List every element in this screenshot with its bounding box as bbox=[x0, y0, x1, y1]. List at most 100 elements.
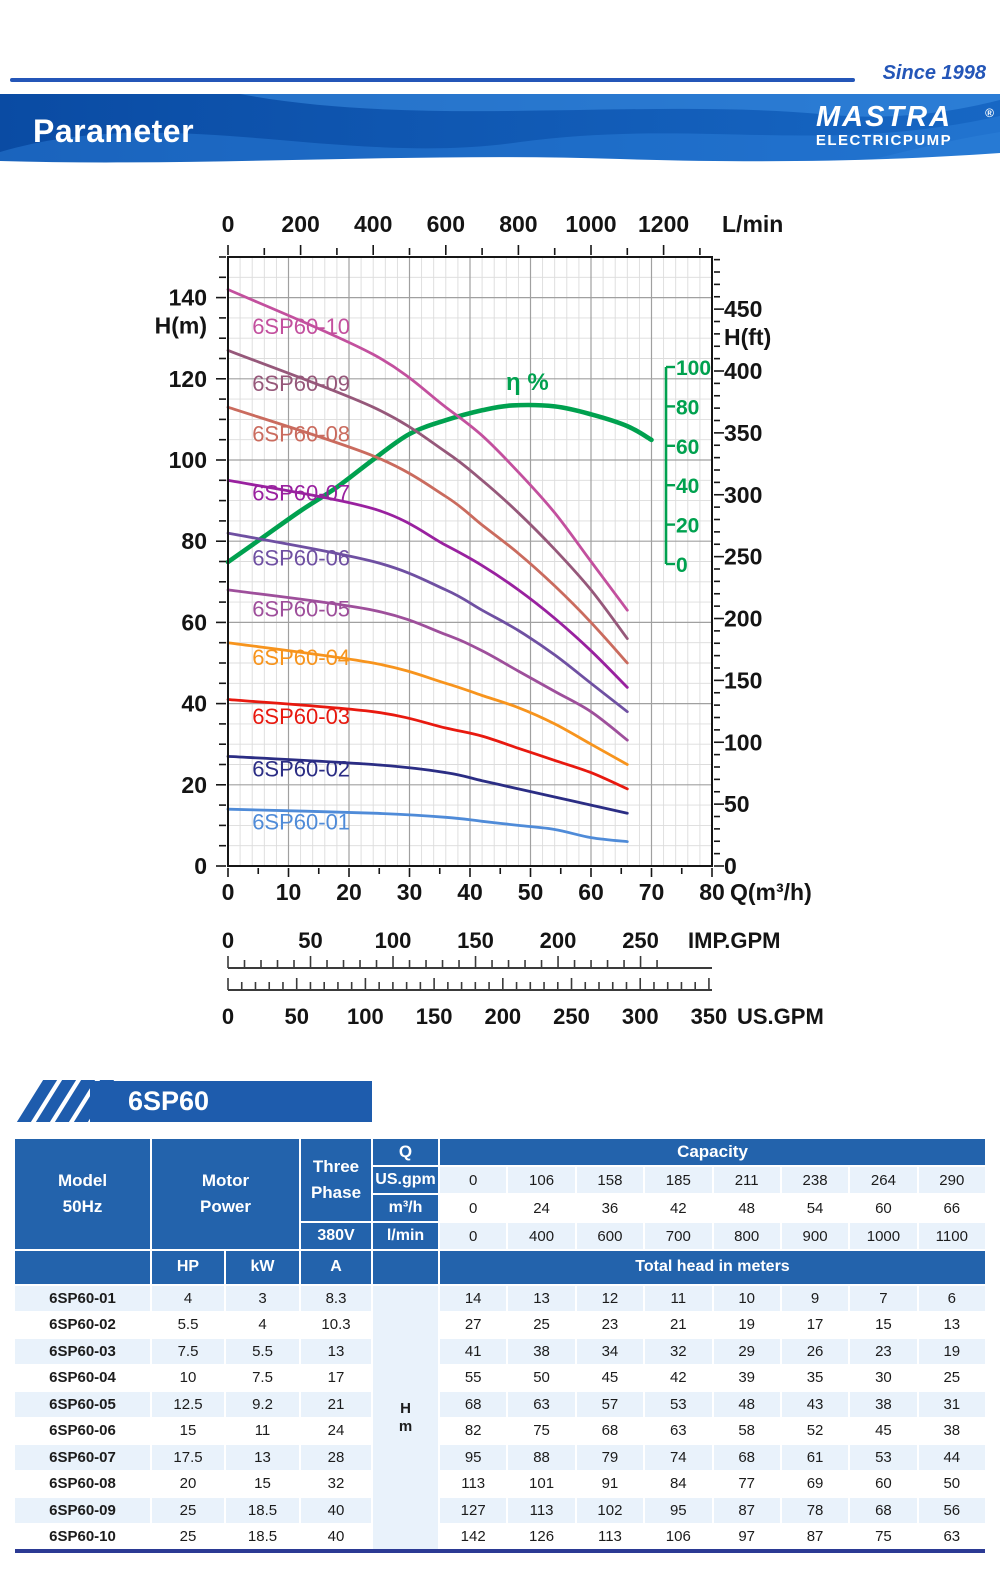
head-cell: 48 bbox=[713, 1392, 780, 1417]
head-cell: 95 bbox=[645, 1498, 712, 1523]
col-header-q: Q bbox=[373, 1139, 438, 1165]
col-header-motor-power: Motor Power bbox=[152, 1139, 299, 1249]
capacity-m3h-value: 0 bbox=[440, 1195, 507, 1221]
bottom-tick-label: 50 bbox=[518, 879, 544, 905]
imp-gpm-tick-label: 0 bbox=[222, 928, 234, 953]
head-cell: 50 bbox=[918, 1471, 985, 1496]
curve-label: 6SP60-06 bbox=[252, 546, 350, 571]
top-tick-label: 1200 bbox=[638, 211, 689, 237]
head-cell: 60 bbox=[850, 1471, 917, 1496]
head-cell: 38 bbox=[508, 1339, 575, 1364]
hp-cell: 20 bbox=[152, 1471, 224, 1496]
head-cell: 55 bbox=[440, 1365, 507, 1390]
head-cell: 15 bbox=[850, 1312, 917, 1337]
efficiency-tick-label: 0 bbox=[676, 554, 688, 577]
head-cell: 57 bbox=[576, 1392, 644, 1417]
model-cell: 6SP60-03 bbox=[15, 1339, 150, 1364]
head-cell: 43 bbox=[781, 1392, 849, 1417]
curve-label: 6SP60-10 bbox=[252, 314, 350, 339]
col-header-three-phase: Three Phase bbox=[301, 1139, 371, 1221]
top-tick-label: 1000 bbox=[565, 211, 616, 237]
head-cell: 142 bbox=[440, 1524, 507, 1549]
since-text: Since 1998 bbox=[882, 62, 986, 84]
capacity-m3h-value: 54 bbox=[781, 1195, 849, 1221]
head-cell: 38 bbox=[918, 1418, 985, 1443]
capacity-m3h-value: 66 bbox=[918, 1195, 985, 1221]
head-cell: 7 bbox=[850, 1286, 917, 1311]
plot-border bbox=[227, 256, 713, 867]
hp-cell: 7.5 bbox=[152, 1339, 224, 1364]
top-tick-label: 800 bbox=[499, 211, 537, 237]
head-cell: 41 bbox=[440, 1339, 507, 1364]
left-tick-label: 80 bbox=[181, 528, 207, 554]
brand-wordmark: MASTRA ® bbox=[784, 102, 994, 132]
capacity-usgpm-value: 158 bbox=[576, 1167, 644, 1193]
head-cell: 39 bbox=[713, 1365, 780, 1390]
head-cell: 82 bbox=[440, 1418, 507, 1443]
head-cell: 113 bbox=[576, 1524, 644, 1549]
registered-mark-icon: ® bbox=[985, 106, 996, 120]
header-divider-line bbox=[10, 78, 855, 82]
us-gpm-tick-label: 150 bbox=[416, 1004, 453, 1029]
kw-cell: 7.5 bbox=[226, 1365, 299, 1390]
head-cell: 126 bbox=[508, 1524, 575, 1549]
efficiency-tick-label: 80 bbox=[676, 396, 699, 419]
pump-curve-6SP60-09 bbox=[226, 349, 629, 640]
model-cell: 6SP60-07 bbox=[15, 1445, 150, 1470]
head-cell: 87 bbox=[713, 1498, 780, 1523]
head-cell: 97 bbox=[713, 1524, 780, 1549]
bottom-tick-label: 30 bbox=[397, 879, 423, 905]
head-cell: 68 bbox=[850, 1498, 917, 1523]
right-tick-label: 450 bbox=[724, 296, 762, 322]
efficiency-tick-label: 20 bbox=[676, 515, 699, 538]
hp-cell: 10 bbox=[152, 1365, 224, 1390]
head-cell: 102 bbox=[576, 1498, 644, 1523]
bottom-tick-label: 10 bbox=[276, 879, 302, 905]
head-cell: 63 bbox=[918, 1524, 985, 1549]
head-cell: 58 bbox=[713, 1418, 780, 1443]
pump-curve-6SP60-08 bbox=[226, 405, 629, 665]
unit-label-lmin: l/min bbox=[373, 1223, 438, 1249]
head-cell: 63 bbox=[645, 1418, 712, 1443]
left-axis-title: H(m) bbox=[155, 313, 207, 339]
header-spacer bbox=[15, 1251, 150, 1284]
unit-label-usgpm: US.gpm bbox=[373, 1167, 438, 1193]
head-cell: 19 bbox=[713, 1312, 780, 1337]
imp-gpm-tick-label: 250 bbox=[622, 928, 659, 953]
curve-label: 6SP60-01 bbox=[252, 809, 350, 834]
head-cell: 53 bbox=[850, 1445, 917, 1470]
header-spacer bbox=[373, 1251, 438, 1284]
kw-cell: 15 bbox=[226, 1471, 299, 1496]
curve-label: 6SP60-07 bbox=[252, 481, 350, 506]
head-cell: 84 bbox=[645, 1471, 712, 1496]
right-tick-label: 50 bbox=[724, 791, 750, 817]
head-cell: 63 bbox=[508, 1392, 575, 1417]
bottom-tick-label: 40 bbox=[457, 879, 483, 905]
pump-curve-6SP60-06 bbox=[226, 531, 629, 714]
head-cell: 74 bbox=[645, 1445, 712, 1470]
head-cell: 13 bbox=[508, 1286, 575, 1311]
kw-cell: 3 bbox=[226, 1286, 299, 1311]
head-cell: 61 bbox=[781, 1445, 849, 1470]
left-tick-label: 0 bbox=[194, 853, 207, 879]
capacity-lmin-value: 400 bbox=[508, 1223, 575, 1249]
head-cell: 25 bbox=[508, 1312, 575, 1337]
head-cell: 13 bbox=[918, 1312, 985, 1337]
model-cell: 6SP60-06 bbox=[15, 1418, 150, 1443]
imp-gpm-tick-label: 50 bbox=[298, 928, 322, 953]
head-cell: 44 bbox=[918, 1445, 985, 1470]
left-tick-label: 60 bbox=[181, 609, 207, 635]
pump-curve-6SP60-04 bbox=[226, 641, 629, 766]
efficiency-curve bbox=[225, 402, 654, 565]
bottom-tick-label: 0 bbox=[222, 879, 235, 905]
curve-label: 6SP60-04 bbox=[252, 645, 350, 670]
head-cell: 11 bbox=[645, 1286, 712, 1311]
kw-cell: 4 bbox=[226, 1312, 299, 1337]
head-cell: 77 bbox=[713, 1471, 780, 1496]
capacity-m3h-value: 24 bbox=[508, 1195, 575, 1221]
capacity-lmin-value: 900 bbox=[781, 1223, 849, 1249]
curve-label: 6SP60-08 bbox=[252, 422, 350, 447]
pump-curve-6SP60-07 bbox=[226, 478, 629, 689]
page-title: Parameter bbox=[33, 112, 195, 149]
head-cell: 30 bbox=[850, 1365, 917, 1390]
